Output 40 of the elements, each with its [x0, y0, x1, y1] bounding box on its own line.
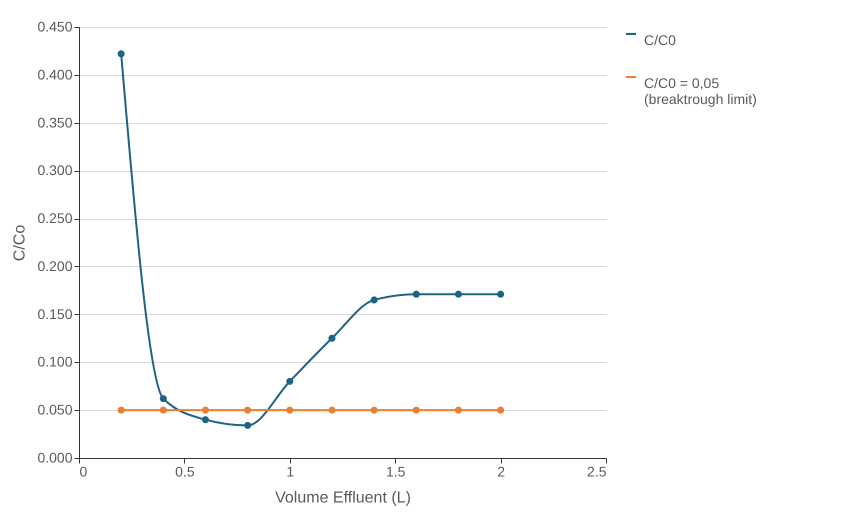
point — [118, 50, 125, 58]
point — [160, 395, 167, 402]
legend-label: C/C0 — [644, 32, 676, 48]
point — [412, 406, 420, 414]
point — [286, 378, 294, 385]
y-tick-label: 0.300 — [37, 162, 73, 178]
point — [244, 406, 252, 414]
x-axis-title: Volume Effluent (L) — [275, 490, 411, 506]
y-tick-label: 0.350 — [37, 114, 73, 130]
point — [497, 406, 504, 414]
x-tick-label: 2.5 — [587, 464, 607, 480]
point — [454, 290, 462, 298]
y-tick-label: 0.000 — [37, 450, 73, 466]
y-tick-label: 0.150 — [37, 306, 73, 322]
point — [412, 290, 420, 298]
y-tick-label: 0.100 — [37, 354, 73, 370]
point — [244, 422, 252, 429]
point — [328, 334, 336, 342]
point — [497, 290, 504, 298]
x-tick-label: 1 — [286, 464, 294, 480]
legend-label: C/C0 = 0,05 (breaktrough limit) — [644, 75, 757, 107]
point — [328, 406, 336, 414]
point — [202, 406, 210, 414]
x-tick-label: 0 — [80, 464, 88, 480]
y-tick-label: 0.050 — [37, 402, 73, 418]
point — [370, 296, 378, 304]
point — [370, 406, 378, 414]
y-tick-label: 0.400 — [37, 66, 73, 82]
point — [202, 416, 210, 424]
point — [118, 406, 125, 414]
point — [454, 406, 462, 414]
x-tick-label: 1.5 — [386, 464, 406, 480]
point — [286, 406, 294, 414]
x-tick-label: 0.5 — [175, 464, 195, 480]
point — [160, 406, 167, 414]
y-tick-label: 0.450 — [37, 18, 73, 34]
y-tick-label: 0.250 — [37, 210, 73, 226]
y-tick-label: 0.200 — [37, 258, 73, 274]
x-tick-label: 2 — [497, 464, 506, 480]
y-axis-title: C/Co — [11, 224, 28, 262]
